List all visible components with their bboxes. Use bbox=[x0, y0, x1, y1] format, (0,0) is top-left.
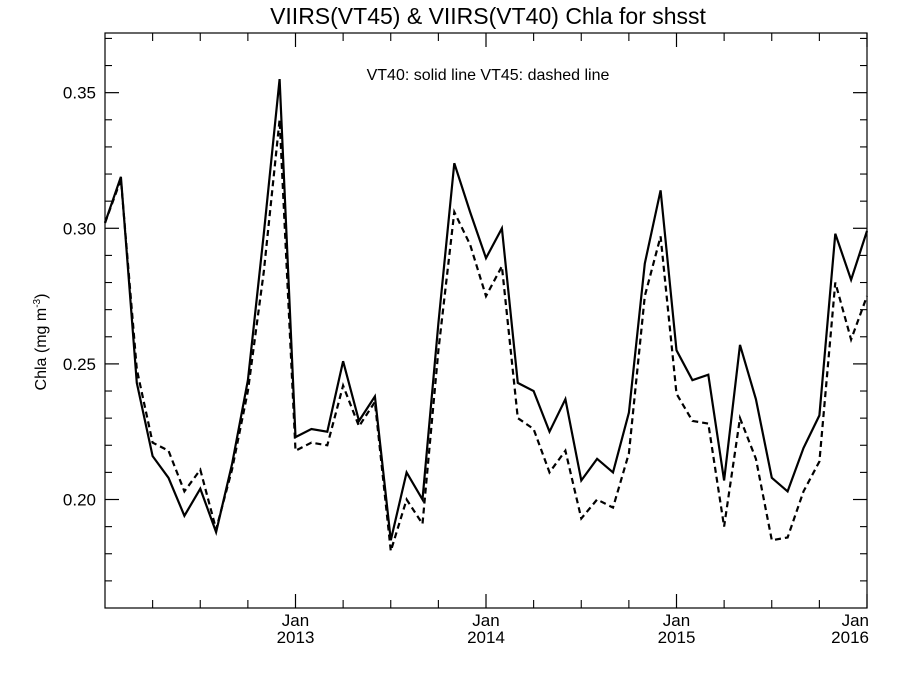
series-line-vt40 bbox=[103, 78, 869, 541]
series-annotation: VT40: solid line VT45: dashed line bbox=[367, 67, 610, 84]
y-axis-label: Chla (mg m-3) bbox=[32, 294, 50, 391]
y-tick-label: 0.25 bbox=[63, 355, 96, 374]
x-tick-label-year: 2013 bbox=[277, 628, 315, 647]
y-tick-label: 0.30 bbox=[63, 219, 96, 238]
x-tick-label-year: 2014 bbox=[467, 628, 505, 647]
x-tick-label-month: Jan bbox=[282, 611, 309, 630]
chart-title: VIIRS(VT45) & VIIRS(VT40) Chla for shsst bbox=[270, 3, 706, 29]
x-tick-label-month: Jan bbox=[663, 611, 690, 630]
series-line-vt45 bbox=[103, 119, 869, 552]
y-tick-label: 0.35 bbox=[63, 84, 96, 103]
y-axis-label-suffix: ) bbox=[33, 294, 50, 299]
x-tick-label-year: 2016 bbox=[831, 628, 869, 647]
axis-ticks bbox=[105, 33, 868, 608]
tick-labels: 0.200.250.300.35Jan2013Jan2014Jan2015Jan… bbox=[63, 84, 869, 647]
y-axis-label-superscript: -3 bbox=[32, 298, 43, 307]
x-tick-label-month: Jan bbox=[472, 611, 499, 630]
y-axis-label-prefix: Chla (mg m bbox=[33, 308, 50, 391]
x-tick-label-month: Jan bbox=[842, 611, 869, 630]
series-lines bbox=[103, 78, 869, 552]
x-tick-label-year: 2015 bbox=[658, 628, 696, 647]
y-tick-label: 0.20 bbox=[63, 491, 96, 510]
